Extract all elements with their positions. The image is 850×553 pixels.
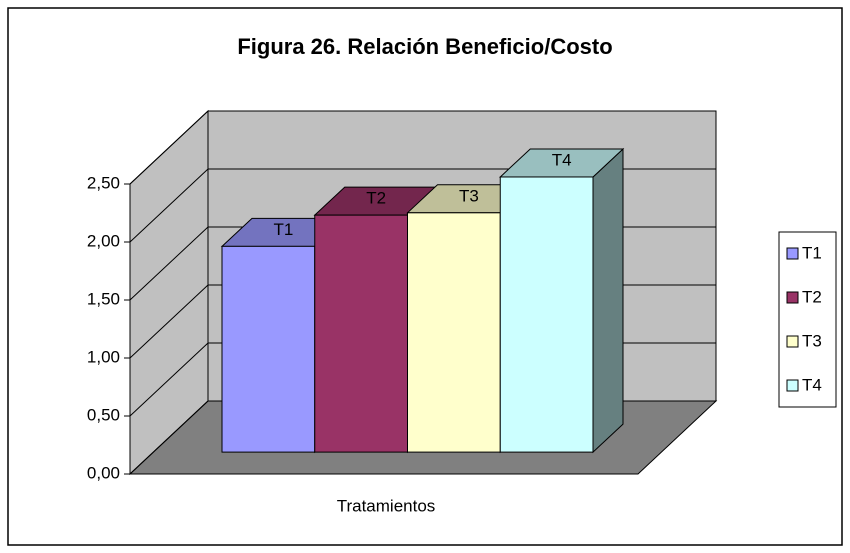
data-label: T4 [552, 150, 572, 169]
bar-side [592, 147, 624, 454]
grid-line [129, 110, 716, 185]
legend-swatch [786, 335, 799, 348]
data-label: T3 [459, 186, 479, 205]
chart-title: Figura 26. Relación Beneficio/Costo [237, 34, 612, 59]
legend-label: T2 [802, 287, 822, 306]
bar [221, 245, 316, 453]
data-label: T2 [366, 189, 386, 208]
bar [314, 214, 408, 453]
bar [407, 212, 501, 453]
legend-label: T3 [802, 331, 822, 350]
legend-label: T4 [802, 375, 822, 394]
y-tick-label: 1,50 [87, 289, 120, 308]
legend-swatch [786, 291, 799, 304]
y-tick-label: 2,50 [87, 173, 120, 192]
legend-label: T1 [802, 243, 822, 262]
data-label: T1 [273, 220, 293, 239]
legend-swatch [786, 247, 799, 260]
y-tick-label: 2,00 [87, 231, 120, 250]
bar [499, 176, 594, 453]
legend [778, 231, 837, 408]
x-tick-label: Tratamientos [337, 496, 436, 515]
y-tick-label: 0,00 [87, 463, 120, 482]
legend-swatch [786, 379, 799, 392]
y-tick-label: 1,00 [87, 347, 120, 366]
y-tick-label: 0,50 [87, 405, 120, 424]
